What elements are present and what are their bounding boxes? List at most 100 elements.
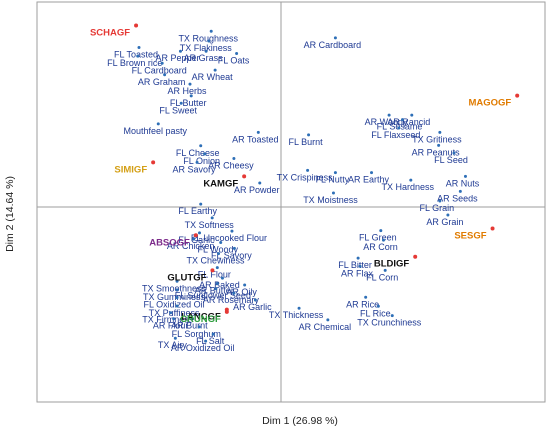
variable-label-fl-onion: FL Onion (183, 156, 220, 166)
variable-label-ar-rosemary: AR Rosemary (203, 295, 260, 305)
product-label-absogf: ABSOGF (149, 237, 190, 248)
variable-point-tx-crispiness (306, 168, 310, 172)
variable-label-mouthfeel-pasty: Mouthfeel pasty (123, 126, 187, 136)
variable-point-ar-burnt (190, 317, 194, 321)
product-label-magogf: MAGOGF (468, 98, 511, 109)
variable-label-ar-pepper: AR Pepper (155, 53, 199, 63)
variable-label-ar-butter: AR Butter (195, 285, 234, 295)
variable-label-ar-oily: AR Oily (226, 287, 257, 297)
variable-point-ar-rancid (410, 113, 414, 117)
product-label-sesgf: SESGF (454, 230, 486, 241)
variable-point-fl-toasted (137, 45, 141, 49)
variable-point-ar-corn (381, 238, 385, 242)
variable-label-tx-gumminess: TX Gumminess (143, 292, 206, 302)
variable-point-fl-brown-rice (136, 54, 140, 58)
variable-point-ar-seeds (458, 189, 462, 193)
variable-label-tx-moistness: TX Moistness (303, 195, 358, 205)
variable-point-fl-rice (376, 304, 380, 308)
variable-label-fl-flaxseed: FL Flaxseed (371, 130, 420, 140)
variable-point-fl-earthy (199, 202, 203, 206)
variable-point-ar-earthy (370, 171, 374, 175)
product-point-simigf (151, 160, 156, 165)
variable-label-fl-sunflower-seed: FL Sunflower Seed (175, 291, 251, 301)
variable-label-ar-earthy: AR Earthy (348, 175, 390, 185)
variable-point-fl-nutty (333, 171, 337, 175)
variable-label-fl-burnt: FL Burnt (288, 137, 323, 147)
variable-label-ar-rice: AR Rice (346, 299, 379, 309)
variable-label-tx-softness: TX Softness (185, 220, 235, 230)
variable-label-ar-seeds: AR Seeds (437, 193, 478, 203)
variable-label-fl-green: FL Green (359, 233, 397, 243)
variable-label-ar-toasted: AR Toasted (232, 134, 278, 144)
x-axis-title: Dim 1 (26.98 %) (262, 415, 338, 427)
variable-point-fl-oats (235, 52, 239, 56)
variable-label-fl-corn: FL Corn (366, 272, 398, 282)
variable-point-ar-powder (258, 181, 262, 185)
variable-label-ar-chicken: AR Chicken (167, 241, 215, 251)
variable-point-fl-onion (203, 152, 207, 156)
product-point-sesgf (490, 226, 495, 231)
variable-label-ar-corn: AR Corn (363, 242, 398, 252)
variable-point-tx-airy (173, 336, 177, 340)
product-label-glutgf: GLUTGF (167, 272, 206, 283)
variable-point-fl-flaxseed (397, 126, 401, 130)
variable-point-tx-gritiness (438, 130, 442, 134)
product-label-lancgf: LANCGF (181, 312, 221, 323)
variable-label-ar-wheat: AR Wheat (192, 72, 234, 82)
variable-point-tx-moistness (331, 191, 335, 195)
variable-point-ar-chicken (192, 237, 196, 241)
variable-label-tx-thickness: TX Thickness (269, 310, 324, 320)
product-point-schagf (134, 23, 139, 28)
variable-label-ar-grass: AR Grass (184, 53, 224, 63)
variable-point-ar-grain (446, 213, 450, 217)
variable-point-tx-gumminess (175, 288, 179, 292)
variable-point-ar-grass (204, 49, 208, 53)
product-label-crungf: CRUNGF (180, 314, 221, 325)
product-label-schagf: SCHAGF (90, 27, 130, 38)
product-label-kamgf: KAMGF (203, 178, 238, 189)
variable-point-tx-puffiness (175, 304, 179, 308)
variable-point-tx-crunchiness (390, 314, 394, 318)
variable-point-ar-baked (220, 276, 224, 280)
variable-label-ar-garlic: AR Garlic (233, 302, 272, 312)
variable-point-ar-cheesy (232, 156, 236, 160)
variable-point-ar-toasted (256, 130, 260, 134)
variable-point-ar-woody (387, 113, 391, 117)
variable-label-ar-graham: AR Graham (138, 77, 186, 87)
product-point-kamgf (242, 174, 247, 179)
variable-label-ar-oxidized-oil: AR Oxidized Oil (171, 343, 235, 353)
variable-label-fl-seed: FL Seed (434, 155, 468, 165)
variable-point-ar-nuts (463, 174, 467, 178)
variable-point-fl-flour (215, 266, 219, 270)
variable-label-tx-flakiness: TX Flakiness (180, 43, 233, 53)
variable-point-fl-salt (211, 332, 215, 336)
product-label-simigf: SIMIGF (114, 164, 147, 175)
variable-label-fl-brown-rice: FL Brown rice (107, 58, 162, 68)
variable-point-tx-softness (210, 216, 214, 220)
variable-label-tx-puffiness: TX Puffiness (149, 308, 200, 318)
variable-point-ar-rice (364, 295, 368, 299)
variable-label-fl-bitter: FL Bitter (338, 260, 372, 270)
variable-point-ar-graham (163, 73, 167, 77)
variable-label-fl-nutty: FL Nutty (316, 175, 350, 185)
variable-point-ar-savory (195, 160, 199, 164)
variable-label-tx-crispiness: TX Crispiness (277, 172, 334, 182)
variable-label-fl-woody: FL Woody (197, 244, 238, 254)
variable-label-fl-cheese: FL Cheese (176, 148, 220, 158)
variable-label-fl-uncooked-flour: FL Uncooked Flour (191, 233, 267, 243)
variable-point-fl-green (379, 229, 383, 233)
variable-label-fl-cardboard: FL Cardboard (132, 65, 187, 75)
y-axis-title: Dim 2 (14.64 %) (4, 176, 16, 252)
variable-label-tx-crunchiness: TX Crunchiness (357, 318, 422, 328)
variable-label-fl-sorghum: FL Sorghum (172, 329, 221, 339)
product-point-magogf (515, 93, 520, 98)
variable-label-fl-oxidized-oil: FL Oxidized Oil (143, 300, 204, 310)
variable-point-ar-flour (172, 317, 176, 321)
variable-label-ar-woody: AR Woody (365, 117, 408, 127)
variable-label-ar-cardboard: AR Cardboard (304, 40, 362, 50)
variable-point-ar-rosemary (232, 291, 236, 295)
variable-label-fl-oats: FL Oats (218, 56, 250, 66)
variable-point-tx-hardness (409, 178, 413, 182)
